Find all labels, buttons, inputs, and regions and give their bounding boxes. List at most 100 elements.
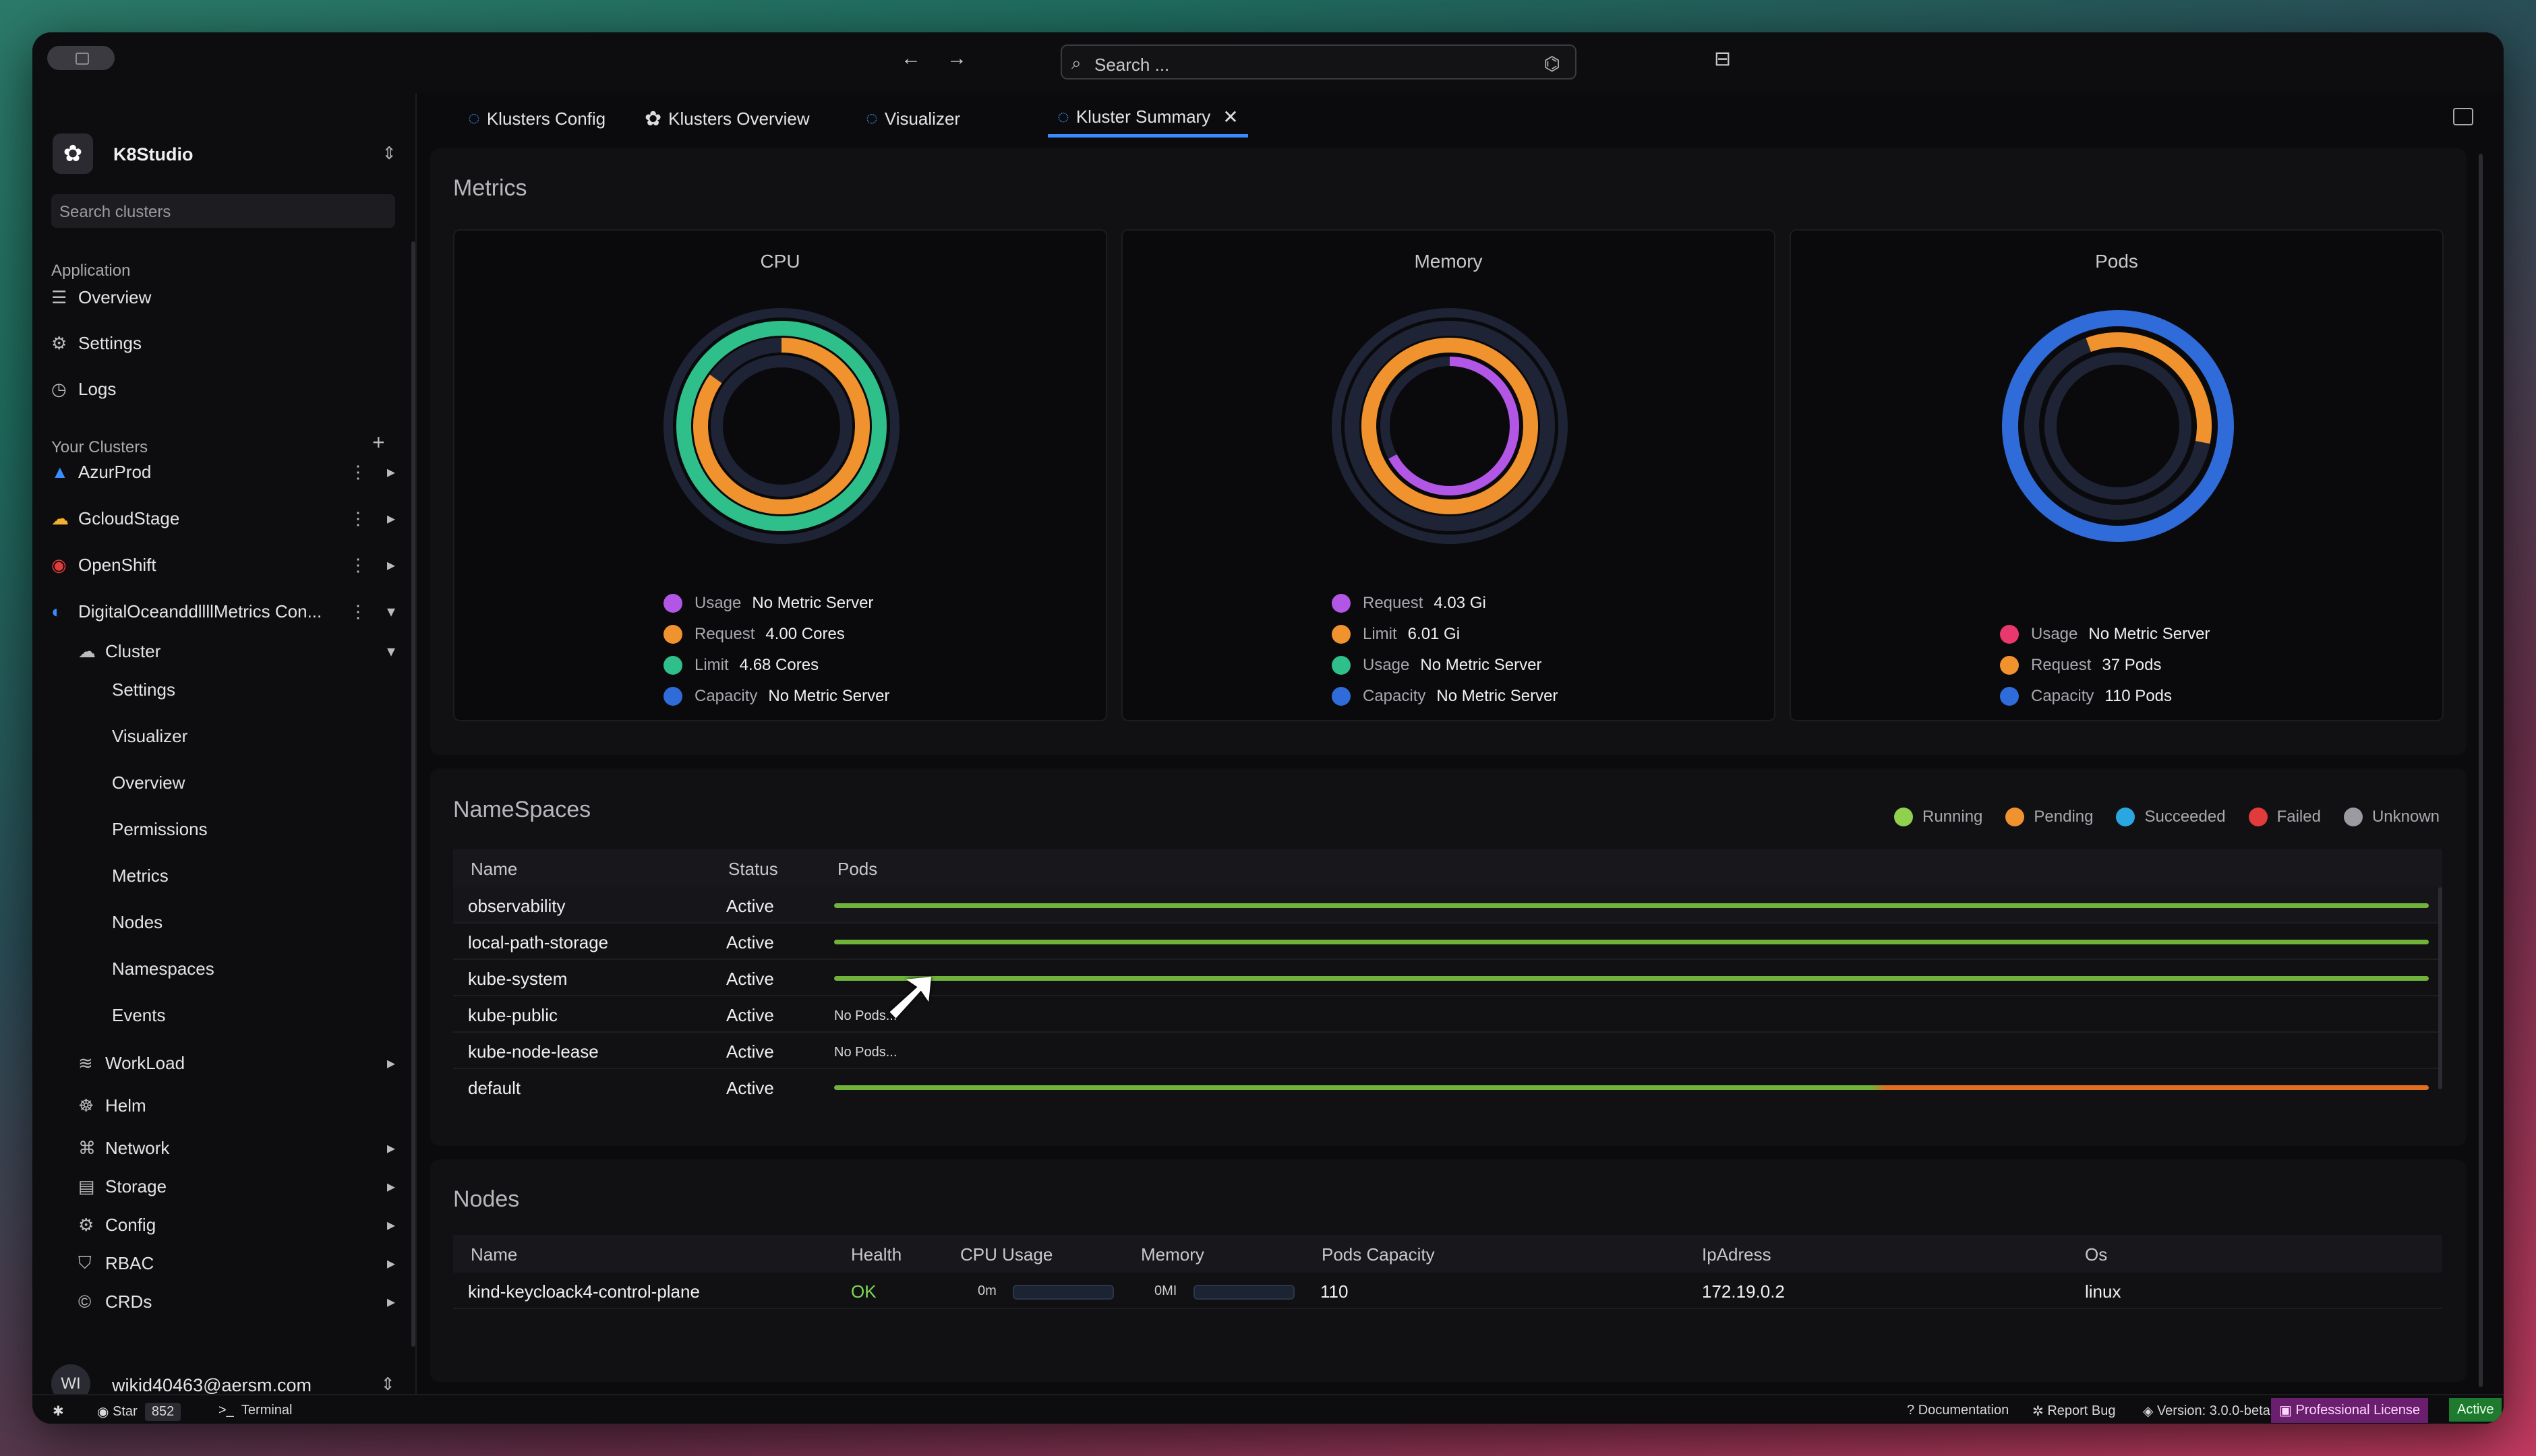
sidebar-group-rbac[interactable]: ⛉ RBAC ▸ (78, 1252, 395, 1273)
legend-succeeded: Succeeded (2116, 808, 2226, 826)
more-icon[interactable]: ⋮ (349, 461, 367, 482)
main-content: Metrics CPU Usage No Metric Server Reques… (430, 148, 2480, 1382)
col-ip[interactable]: IpAdress (1702, 1244, 1771, 1265)
more-icon[interactable]: ⋮ (349, 508, 367, 528)
caret-right-icon[interactable]: ▸ (386, 1054, 395, 1072)
back-arrow-icon[interactable]: ← (901, 47, 921, 69)
tab-klusters-config[interactable]: ◌ Klusters Config (468, 107, 606, 129)
cluster-sub-nodes[interactable]: Nodes (112, 912, 163, 932)
forward-arrow-icon[interactable]: → (947, 47, 967, 69)
col-name[interactable]: Name (471, 1244, 518, 1265)
tab-visualizer[interactable]: ◌ Visualizer (866, 107, 961, 129)
cluster-sub-overview[interactable]: Overview (112, 772, 185, 793)
more-icon[interactable]: ⋮ (349, 554, 367, 575)
github-star-button[interactable]: ◉ Star 852 (97, 1403, 181, 1421)
table-row[interactable]: local-path-storage Active (453, 923, 2442, 960)
table-row[interactable]: observability Active (453, 887, 2442, 923)
cluster-sub-visualizer[interactable]: Visualizer (112, 726, 188, 746)
table-row[interactable]: kind-keycloack4-control-plane OK 0m 0MI … (453, 1273, 2442, 1309)
digitalocean-icon: ◐ (51, 601, 62, 621)
app-menu-icon[interactable]: ✱ (53, 1404, 64, 1419)
cluster-group-toggle[interactable]: ☁ Cluster ▾ (78, 640, 395, 661)
status-bar: ✱ ◉ Star 852 >_ Terminal ? Documentation… (32, 1394, 2504, 1424)
legend-unknown: Unknown (2343, 808, 2440, 826)
user-menu[interactable]: WI wikid40463@aersm.com ⇕ (51, 1360, 402, 1407)
cluster-item-gcloudstage[interactable]: ☁ GcloudStage ⋮ ▸ (51, 508, 395, 528)
your-clusters-label: Your Clusters (51, 438, 148, 456)
caret-right-icon[interactable]: ▸ (386, 555, 395, 574)
sidebar-group-network[interactable]: ⌘ Network ▸ (78, 1137, 395, 1158)
cluster-sub-events[interactable]: Events (112, 1005, 166, 1025)
sidebar-item-logs[interactable]: ◷ Logs (51, 378, 117, 399)
ai-icon[interactable]: ⌬ (1543, 53, 1560, 74)
cluster-item-digitalocean[interactable]: ◐ DigitalOceanddllllMetrics Con... ⋮ ▾ (51, 601, 395, 621)
cluster-search-input[interactable]: Search clusters (51, 194, 395, 228)
col-cpu[interactable]: CPU Usage (960, 1244, 1053, 1265)
terminal-button[interactable]: >_ Terminal (218, 1403, 293, 1418)
node-health: OK (851, 1281, 877, 1302)
license-badge[interactable]: ▣ Professional License (2271, 1398, 2429, 1423)
sidebar-group-workload[interactable]: ≋ WorkLoad ▸ (78, 1052, 395, 1073)
main-scrollbar[interactable] (2479, 154, 2483, 1387)
sidebar-group-helm[interactable]: ☸ Helm (78, 1095, 146, 1116)
cluster-item-openshift[interactable]: ◉ OpenShift ⋮ ▸ (51, 554, 395, 575)
table-row[interactable]: kube-system Active (453, 960, 2442, 996)
app-window: ← → ⌕ Search ... ⌬ ⊟ ✿ K8Studio ⇕ Search… (32, 32, 2504, 1424)
caret-right-icon[interactable]: ▸ (386, 1292, 395, 1311)
cluster-item-azurprod[interactable]: ▲ AzurProd ⋮ ▸ (51, 461, 395, 482)
tab-klusters-overview[interactable]: ✿ Klusters Overview (645, 107, 810, 130)
table-row[interactable]: kube-public Active No Pods... (453, 996, 2442, 1033)
capacity-dot (1332, 687, 1351, 706)
sidebar-scrollbar[interactable] (411, 241, 415, 1347)
app-switcher[interactable]: ✿ K8Studio ⇕ (53, 133, 403, 174)
caret-down-icon[interactable]: ▾ (386, 642, 395, 661)
global-search-input[interactable]: Search ... (1094, 55, 1170, 75)
col-pods-capacity[interactable]: Pods Capacity (1322, 1244, 1435, 1265)
close-icon[interactable]: ✕ (1222, 107, 1239, 127)
sidebar-item-overview[interactable]: ☰ Overview (51, 286, 152, 307)
cluster-sub-permissions[interactable]: Permissions (112, 819, 208, 839)
config-icon: ⚙ (78, 1214, 94, 1235)
table-scrollbar[interactable] (2438, 887, 2442, 1089)
split-panel-icon[interactable] (2453, 108, 2473, 125)
tab-kluster-summary[interactable]: ◌ Kluster Summary ✕ (1048, 100, 1248, 138)
sidebar-group-storage[interactable]: ▤ Storage ▸ (78, 1176, 395, 1196)
caret-right-icon[interactable]: ▸ (386, 462, 395, 481)
col-status[interactable]: Status (728, 859, 778, 879)
col-health[interactable]: Health (851, 1244, 902, 1265)
caret-down-icon[interactable]: ▾ (386, 602, 395, 621)
caret-right-icon[interactable]: ▸ (386, 1139, 395, 1157)
col-memory[interactable]: Memory (1141, 1244, 1204, 1265)
sidebar-toggle-button[interactable] (47, 46, 115, 70)
ns-name: local-path-storage (468, 932, 609, 952)
cpu-legend: Usage No Metric Server Request 4.00 Cores … (664, 588, 889, 712)
usage-dot (664, 594, 682, 613)
store-icon[interactable]: ⊟ (1714, 48, 1732, 70)
report-bug-link[interactable]: ✲ Report Bug (2032, 1403, 2116, 1419)
app-name: K8Studio (113, 144, 194, 164)
col-pods[interactable]: Pods (837, 859, 878, 879)
caret-right-icon[interactable]: ▸ (386, 509, 395, 528)
cluster-sub-settings[interactable]: Settings (112, 679, 175, 700)
memory-card: Memory Request 4.03 Gi Limit 6.01 Gi Usage… (1121, 229, 1775, 721)
pods-bar (834, 976, 2429, 981)
table-row[interactable]: default Active (453, 1069, 2442, 1105)
mouse-cursor-icon: ➚ (881, 952, 943, 1035)
global-search[interactable]: ⌕ Search ... ⌬ (1061, 44, 1576, 80)
documentation-link[interactable]: ? Documentation (1907, 1403, 2009, 1418)
add-cluster-button[interactable]: + (372, 430, 385, 454)
cluster-sub-metrics[interactable]: Metrics (112, 866, 169, 886)
more-icon[interactable]: ⋮ (349, 601, 367, 621)
caret-right-icon[interactable]: ▸ (386, 1254, 395, 1273)
sidebar-group-config[interactable]: ⚙ Config ▸ (78, 1214, 395, 1235)
legend-item: Limit 6.01 Gi (1332, 619, 1558, 650)
caret-right-icon[interactable]: ▸ (386, 1215, 395, 1234)
table-row[interactable]: kube-node-lease Active No Pods... (453, 1033, 2442, 1069)
sidebar-item-settings[interactable]: ⚙ Settings (51, 332, 142, 353)
helm-icon: ☸ (78, 1095, 94, 1116)
sidebar-group-crds[interactable]: © CRDs ▸ (78, 1291, 395, 1312)
col-name[interactable]: Name (471, 859, 518, 879)
caret-right-icon[interactable]: ▸ (386, 1177, 395, 1196)
cluster-sub-namespaces[interactable]: Namespaces (112, 959, 214, 979)
col-os[interactable]: Os (2085, 1244, 2108, 1265)
